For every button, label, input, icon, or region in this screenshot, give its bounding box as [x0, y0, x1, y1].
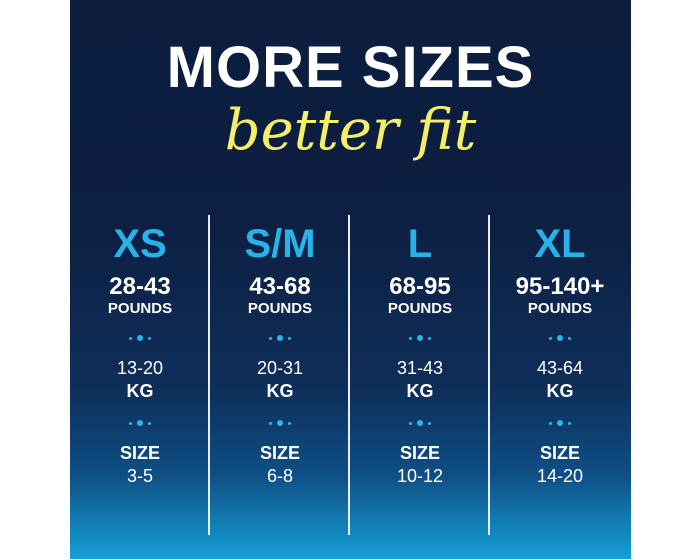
tagline: better fit: [224, 98, 477, 163]
dots-divider-icon: [70, 323, 210, 353]
kg-unit: KG: [546, 381, 574, 401]
size-name: S/M: [244, 222, 316, 266]
column-divider: [488, 215, 490, 535]
size-label: SIZE: [259, 443, 300, 463]
size-label: SIZE: [119, 443, 160, 463]
dots-divider-icon: [350, 408, 490, 438]
kg-unit: KG: [126, 381, 154, 401]
pounds-unit: POUNDS: [387, 300, 453, 317]
size-column-xs: XS 28-43 POUNDS 13-20 KG SIZE 3-5: [70, 220, 210, 488]
column-divider: [348, 215, 350, 535]
headline: MORE SIZES: [166, 35, 535, 100]
size-name: XL: [534, 222, 586, 266]
dots-divider-icon: [490, 408, 630, 438]
kg-range: 31-43: [396, 358, 444, 378]
size-column-sm: S/M 43-68 POUNDS 20-31 KG SIZE 6-8: [210, 220, 350, 488]
size-chart-panel: MORE SIZES better fit XS 28-43 POUNDS 13-20…: [70, 0, 631, 559]
size-range: 10-12: [396, 466, 444, 486]
pounds-unit: POUNDS: [107, 300, 173, 317]
pounds-range: 28-43: [109, 273, 171, 300]
kg-unit: KG: [406, 381, 434, 401]
dots-divider-icon: [490, 323, 630, 353]
dots-divider-icon: [210, 408, 350, 438]
size-label: SIZE: [399, 443, 440, 463]
pounds-unit: POUNDS: [247, 300, 313, 317]
pounds-range: 68-95: [389, 273, 451, 300]
size-range: 6-8: [266, 466, 293, 486]
kg-unit: KG: [266, 381, 294, 401]
dots-divider-icon: [350, 323, 490, 353]
pounds-range: 95-140+: [515, 273, 605, 300]
size-name: XS: [113, 222, 167, 266]
pounds-unit: POUNDS: [527, 300, 593, 317]
column-divider: [208, 215, 210, 535]
kg-range: 43-64: [536, 358, 584, 378]
size-name: L: [407, 222, 433, 266]
dots-divider-icon: [70, 408, 210, 438]
kg-range: 13-20: [116, 358, 164, 378]
size-range: 14-20: [536, 466, 584, 486]
kg-range: 20-31: [256, 358, 304, 378]
dots-divider-icon: [210, 323, 350, 353]
size-range: 3-5: [126, 466, 153, 486]
size-column-xl: XL 95-140+ POUNDS 43-64 KG SIZE 14-20: [490, 220, 630, 488]
pounds-range: 43-68: [249, 273, 311, 300]
size-label: SIZE: [539, 443, 580, 463]
size-column-l: L 68-95 POUNDS 31-43 KG SIZE 10-12: [350, 220, 490, 488]
